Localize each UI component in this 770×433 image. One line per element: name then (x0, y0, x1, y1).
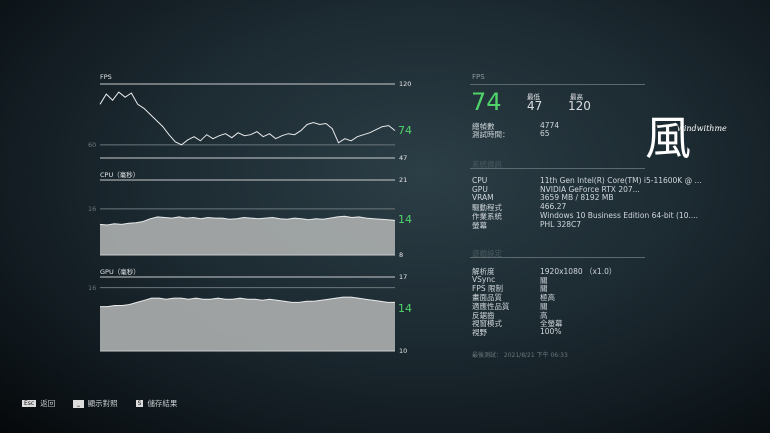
fps-header: FPS (472, 73, 485, 81)
info-value: 100% (540, 326, 562, 336)
graph-max-label: 17 (399, 273, 408, 281)
info-value: 466.27 (540, 202, 567, 212)
graph-current-value: 14 (398, 301, 412, 315)
graph-current-value: 74 (398, 123, 412, 137)
graph-max-label: 120 (399, 80, 412, 88)
compare-button[interactable]: ⎵ 顯示對照 (73, 398, 118, 409)
info-label: 解析度 (472, 267, 495, 276)
info-value: 3659 MB / 8192 MB (540, 193, 614, 203)
info-value: PHL 328C7 (540, 219, 582, 229)
graph-area (100, 297, 395, 351)
fps-current: 74 (471, 88, 502, 116)
graph-title: FPS (100, 73, 112, 81)
space-key-icon: ⎵ (73, 399, 84, 408)
info-label: 反鋸齒 (472, 310, 495, 320)
info-label: 畫面品質 (472, 293, 502, 303)
stat-label: 總幀數 (472, 122, 495, 131)
info-label: 適應性品質 (472, 301, 510, 311)
info-value: 高 (540, 310, 548, 320)
graph-title: CPU（毫秒） (100, 171, 140, 179)
graph-ref-label: 60 (88, 140, 97, 149)
info-label: CPU (472, 176, 488, 185)
graph-min-label: 47 (399, 154, 408, 162)
compare-label: 顯示對照 (87, 399, 118, 408)
info-label: 驅動程式 (472, 203, 502, 213)
logo: 風 windwithme (645, 102, 740, 165)
fps-max-label: 最高 (570, 93, 583, 101)
info-label: FPS 限制 (472, 284, 503, 294)
info-label: 視野 (472, 327, 487, 337)
info-value: 極高 (540, 293, 555, 303)
s-key-icon: S (135, 400, 144, 407)
info-value: 關 (540, 301, 548, 311)
system-header: 系統資訊 (472, 160, 502, 169)
graph-area (100, 216, 395, 255)
info-label: 視窗模式 (472, 319, 502, 329)
last-test: 最後測試： 2021/8/21 下午 06:33 (472, 352, 568, 359)
fps-min: 47 (527, 99, 543, 113)
info-label: 作業系統 (472, 211, 502, 221)
info-value: NVIDIA GeForce RTX 207... (540, 184, 640, 194)
info-value: 全螢幕 (540, 319, 563, 329)
info-value: 1920x1080 （x1.0） (540, 267, 617, 276)
graph-line (99, 215, 396, 226)
graph-ref-label: 16 (88, 204, 97, 213)
info-value: 關 (540, 275, 548, 285)
back-button[interactable]: Esc 返回 (22, 398, 55, 409)
graph-ref-label: 16 (88, 283, 97, 292)
info-value: 關 (540, 284, 548, 294)
info-value: 11th Gen Intel(R) Core(TM) i5-11600K @ .… (540, 176, 702, 185)
info-label: VRAM (472, 193, 494, 203)
fps-max: 120 (568, 99, 591, 113)
footer-hints: Esc 返回 ⎵ 顯示對照 S 儲存結果 (22, 398, 177, 409)
logo-glyph: 風 (645, 111, 691, 165)
stat-value: 4774 (540, 121, 560, 130)
stat-value: 65 (540, 129, 550, 138)
stat-label: 測試時間： (472, 130, 510, 139)
esc-key-icon: Esc (22, 400, 37, 407)
graph-current-value: 14 (398, 213, 412, 227)
graph-min-label: 10 (399, 347, 408, 355)
graph-max-label: 21 (399, 176, 408, 184)
graph-line (100, 296, 395, 308)
graph-title: GPU（毫秒） (100, 268, 140, 276)
info-value: Windows 10 Business Edition 64-bit (10..… (540, 210, 699, 220)
fps-min-label: 最低 (527, 93, 540, 101)
save-results-button[interactable]: S 儲存結果 (135, 398, 178, 409)
info-label: GPU (472, 184, 488, 194)
info-label: 螢幕 (472, 220, 487, 230)
graph-min-label: 8 (399, 251, 404, 259)
back-label: 返回 (40, 399, 56, 408)
save-label: 儲存結果 (147, 399, 178, 408)
logo-text: windwithme (677, 124, 727, 133)
settings-header: 遊戲設定 (472, 249, 502, 258)
info-label: VSync (472, 274, 496, 284)
graph-line (99, 91, 396, 146)
